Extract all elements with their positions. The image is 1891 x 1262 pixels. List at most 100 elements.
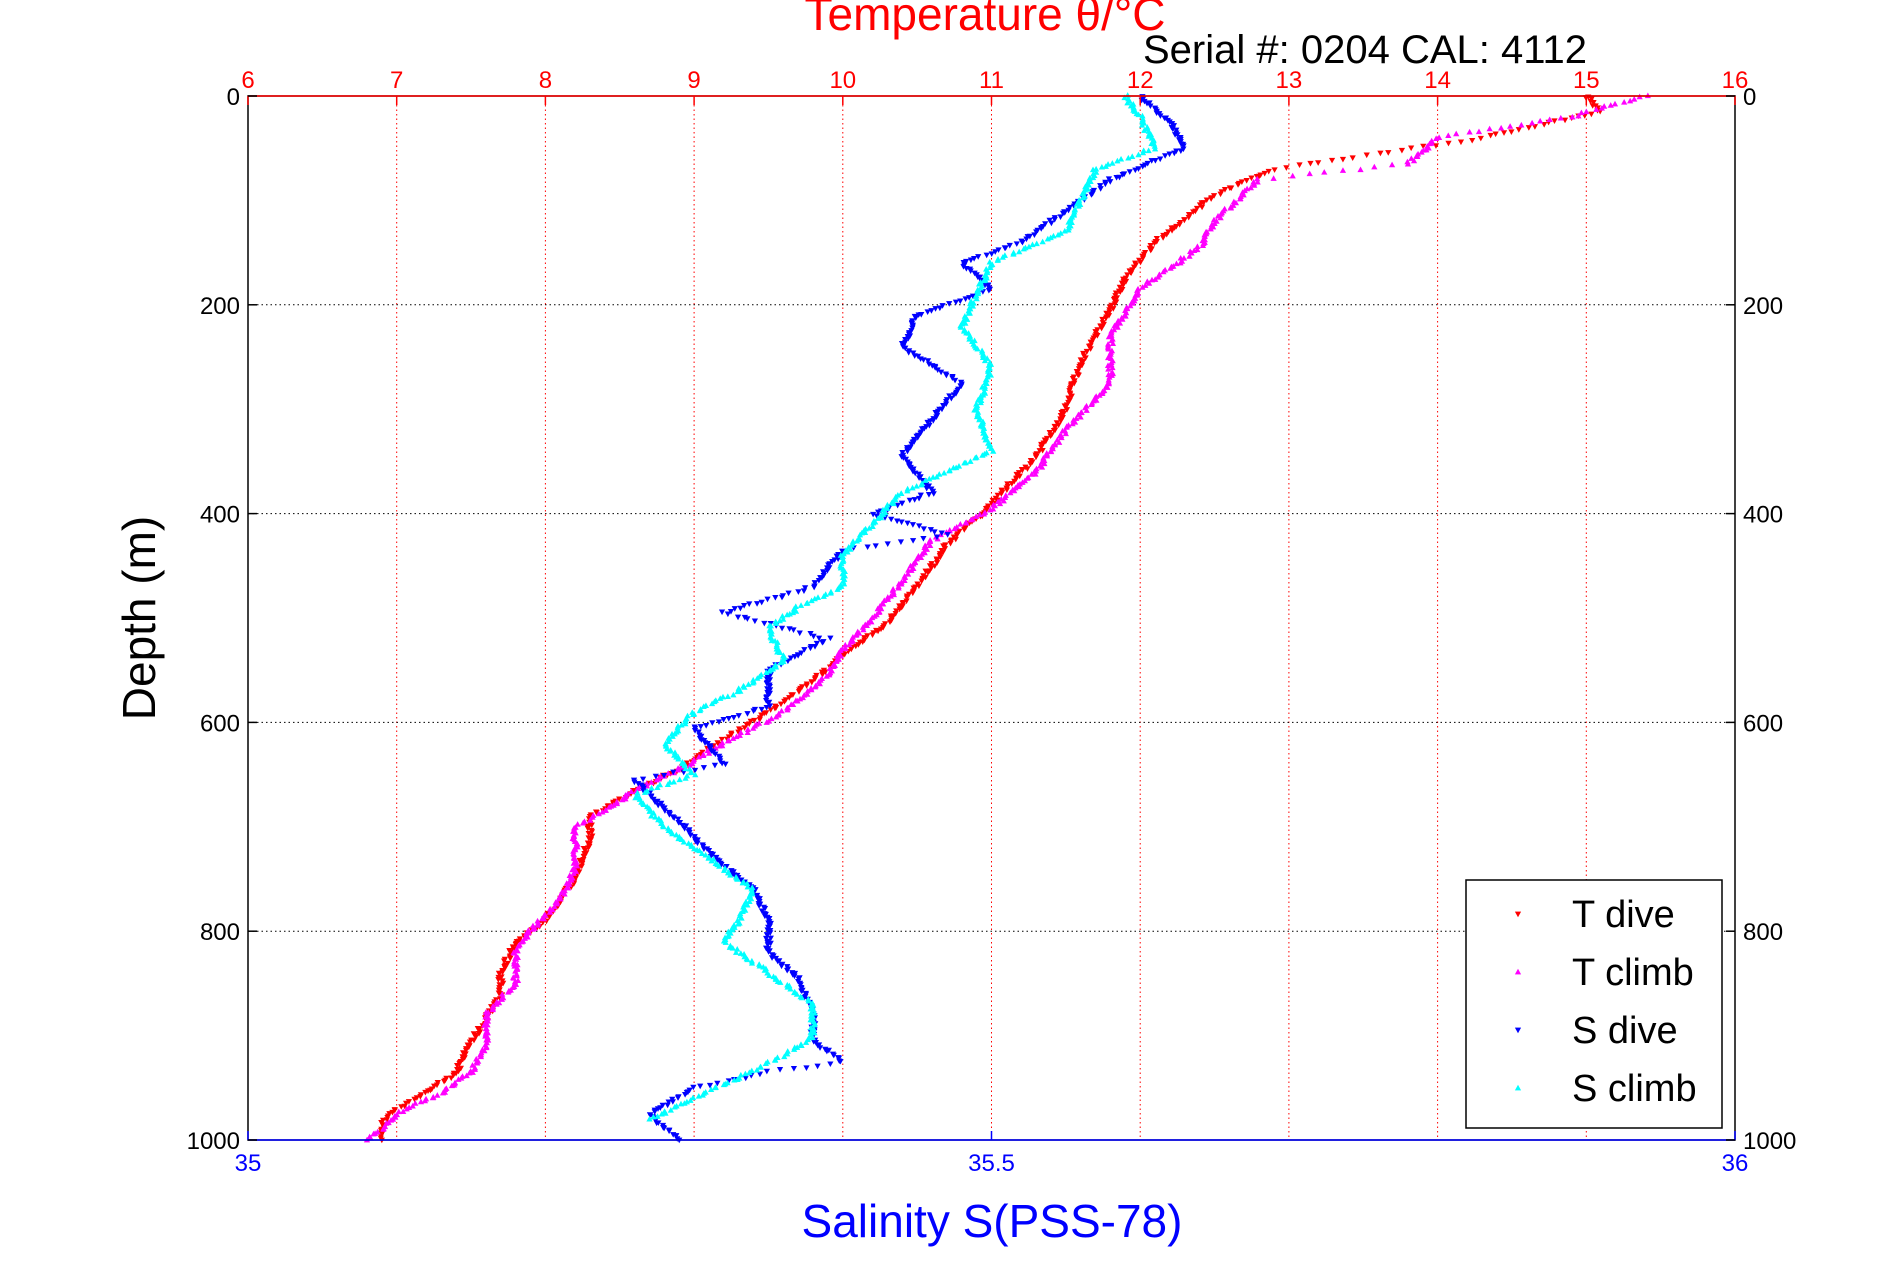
- data-point: [696, 847, 703, 854]
- data-point: [619, 796, 626, 803]
- data-point: [421, 1097, 429, 1104]
- data-point: [1001, 245, 1008, 251]
- data-point: [960, 259, 967, 266]
- data-point: [682, 775, 689, 781]
- data-point: [1083, 407, 1090, 413]
- data-point: [1054, 231, 1062, 238]
- data-point: [1191, 247, 1198, 254]
- data-point: [518, 938, 525, 945]
- data-point: [823, 1048, 830, 1055]
- data-point: [1307, 160, 1314, 167]
- temperature-tick-label: 10: [829, 67, 856, 94]
- data-point: [756, 717, 763, 723]
- data-point: [791, 1046, 798, 1052]
- data-point: [1457, 139, 1465, 146]
- data-point: [744, 901, 751, 908]
- depth-tick-label-right: 0: [1743, 84, 1756, 111]
- data-point: [462, 1051, 469, 1057]
- data-point: [695, 753, 703, 760]
- data-point: [761, 967, 768, 973]
- data-point: [961, 527, 968, 533]
- data-point: [688, 843, 695, 849]
- data-point: [824, 568, 831, 574]
- data-point: [985, 282, 992, 289]
- data-point: [398, 1104, 405, 1110]
- data-point: [706, 1082, 714, 1089]
- data-point: [951, 525, 958, 532]
- data-point: [918, 426, 926, 432]
- temperature-tick-label: 7: [390, 67, 403, 94]
- data-point: [826, 565, 833, 571]
- data-point: [811, 580, 818, 586]
- data-point: [662, 1110, 669, 1116]
- data-point: [1102, 181, 1109, 188]
- data-point: [989, 497, 996, 504]
- data-point: [658, 1110, 665, 1117]
- data-point: [489, 1006, 496, 1013]
- data-point: [810, 633, 817, 640]
- legend-marker: [1514, 968, 1522, 975]
- data-point: [801, 585, 809, 591]
- depth-ticks-right: 0 200 400 600 800 1000: [1726, 84, 1796, 1155]
- data-point: [827, 590, 834, 596]
- data-point: [1145, 147, 1152, 154]
- data-point: [898, 519, 905, 526]
- data-point: [764, 596, 771, 603]
- data-point: [744, 883, 751, 890]
- data-point: [1013, 241, 1020, 247]
- data-point: [990, 448, 997, 454]
- data-point: [1087, 178, 1094, 184]
- data-point: [994, 492, 1001, 499]
- y-axis-label: Depth (m): [113, 516, 165, 720]
- data-point: [811, 595, 818, 602]
- data-point: [807, 630, 814, 637]
- data-point: [1085, 181, 1092, 188]
- data-point: [778, 707, 785, 714]
- data-point: [1099, 316, 1106, 323]
- data-point: [994, 257, 1001, 263]
- data-point: [705, 750, 713, 756]
- data-point: [1050, 232, 1057, 239]
- data-point: [1486, 125, 1493, 132]
- data-point: [950, 392, 958, 398]
- data-point: [996, 500, 1004, 507]
- data-point: [788, 692, 795, 698]
- data-point: [1142, 282, 1149, 288]
- data-point: [888, 516, 895, 523]
- data-point: [1194, 246, 1201, 253]
- data-point: [763, 704, 770, 711]
- data-point: [463, 1072, 470, 1079]
- data-point: [835, 1055, 843, 1062]
- data-point: [688, 769, 695, 776]
- data-point: [921, 549, 928, 556]
- data-point: [599, 808, 606, 815]
- data-point: [1088, 401, 1095, 407]
- data-point: [735, 713, 742, 719]
- data-point: [1627, 97, 1634, 104]
- data-point: [1088, 192, 1095, 198]
- data-point: [784, 611, 791, 618]
- data-point: [902, 456, 910, 463]
- data-point: [1507, 123, 1514, 129]
- data-point: [1251, 182, 1258, 188]
- data-point: [908, 567, 915, 573]
- data-point: [471, 1066, 478, 1072]
- data-point: [890, 591, 898, 598]
- data-point: [675, 755, 682, 762]
- data-point: [400, 1108, 407, 1114]
- data-point: [738, 915, 745, 921]
- data-point: [756, 896, 763, 902]
- data-point: [739, 908, 746, 914]
- data-point: [763, 669, 770, 675]
- data-point: [1469, 137, 1476, 144]
- data-point: [450, 1072, 457, 1079]
- data-point: [999, 254, 1006, 260]
- data-point: [472, 1034, 479, 1041]
- data-point: [827, 1061, 834, 1068]
- depth-tick-label-left: 200: [200, 293, 240, 320]
- data-point: [661, 805, 668, 812]
- data-point: [708, 1086, 715, 1092]
- data-point: [708, 857, 715, 864]
- data-point: [784, 983, 791, 990]
